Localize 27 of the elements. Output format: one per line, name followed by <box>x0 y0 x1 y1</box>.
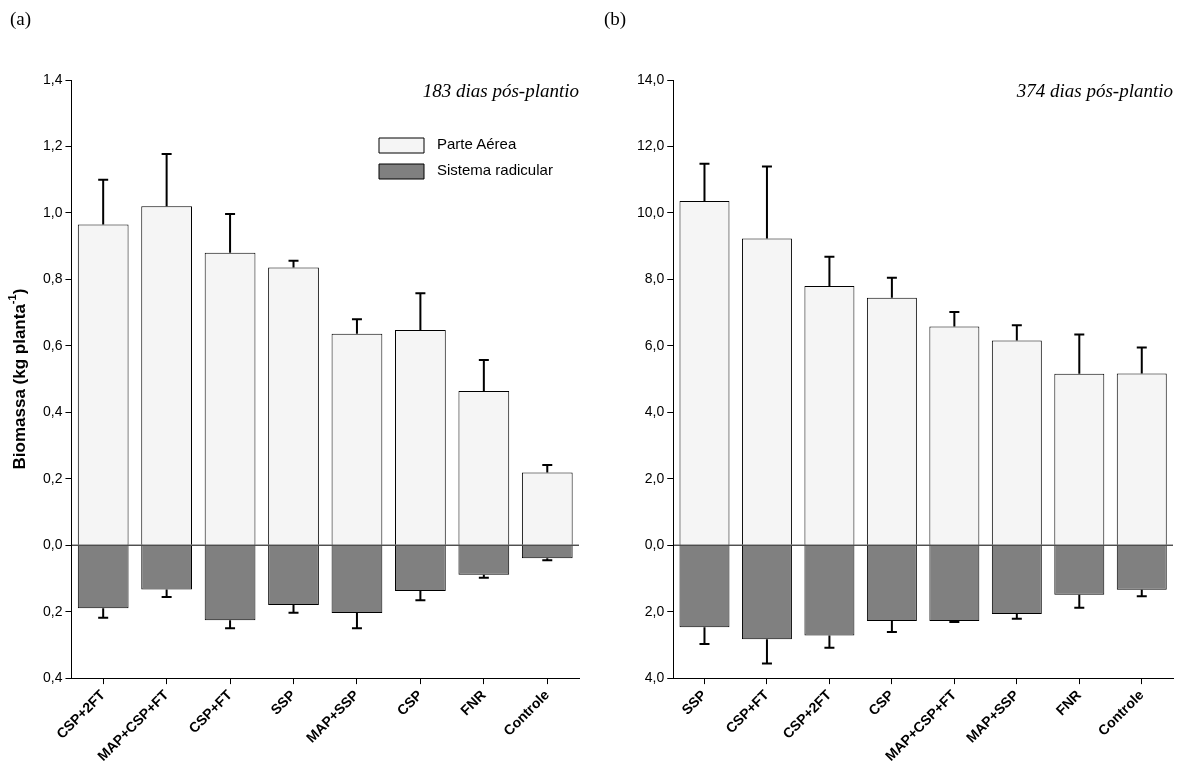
y-tick-label: 1,4 <box>42 70 63 87</box>
chart-title: (b) <box>604 8 627 30</box>
y-tick-label: 0,4 <box>42 403 63 420</box>
chart-title: (a) <box>10 8 32 30</box>
y-tick-label: 1,2 <box>42 137 63 154</box>
y-tick-label: 1,0 <box>42 203 63 220</box>
y-tick-label: 4,0 <box>644 668 665 685</box>
y-tick-label: 4,0 <box>644 403 665 420</box>
y-tick-label: 0,6 <box>42 336 63 353</box>
y-tick-label: 0,4 <box>42 668 63 685</box>
y-tick-label: 0,0 <box>644 536 665 553</box>
y-axis-title: Biomassa (kg planta-1) <box>6 288 29 470</box>
annotation: 374 dias pós-plantio <box>1015 80 1173 101</box>
y-tick-label: 0,2 <box>42 602 63 619</box>
legend-label: Parte Aérea <box>437 135 517 153</box>
legend-label: Sistema radicular <box>437 161 553 179</box>
y-tick-label: 6,0 <box>644 336 665 353</box>
y-tick-label: 0,0 <box>42 536 63 553</box>
y-tick-label: 2,0 <box>644 602 665 619</box>
y-tick-label: 0,8 <box>42 270 63 287</box>
y-tick-label: 0,2 <box>42 469 63 486</box>
y-tick-label: 8,0 <box>644 270 665 287</box>
annotation: 183 dias pós-plantio <box>422 80 579 101</box>
y-tick-label: 12,0 <box>637 137 665 154</box>
y-tick-label: 14,0 <box>637 70 665 87</box>
y-tick-label: 2,0 <box>644 469 665 486</box>
y-tick-label: 10,0 <box>637 203 665 220</box>
